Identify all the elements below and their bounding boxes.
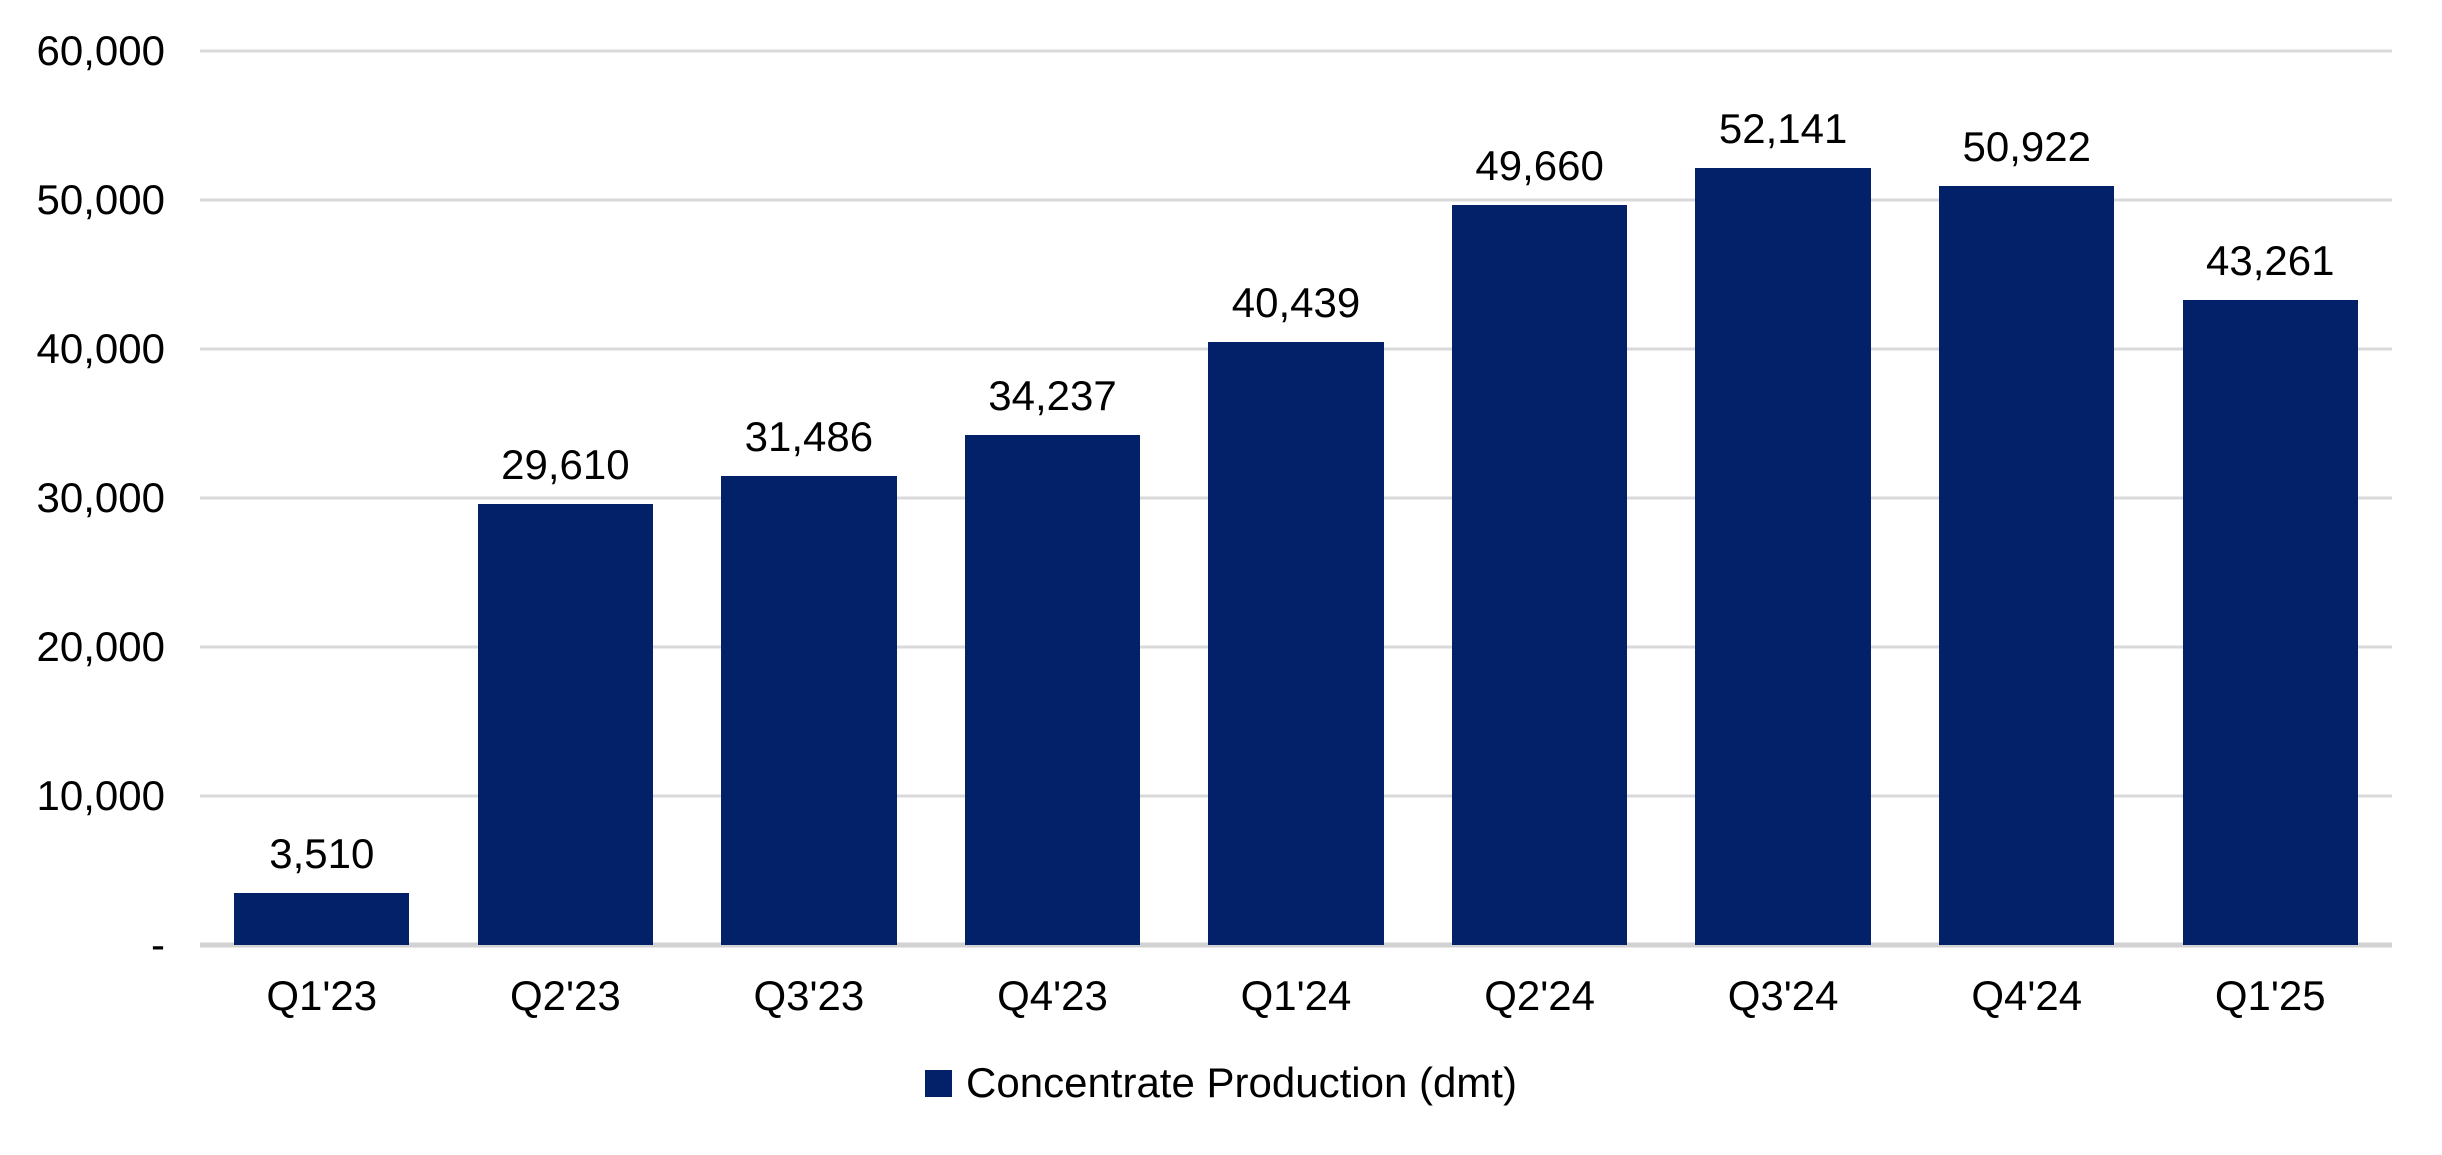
x-tick-label: Q1'23 [266,972,378,1019]
y-tick-label: - [151,921,165,968]
bar-value-label: 34,237 [988,371,1117,419]
bar [234,892,410,945]
bar-value-label: 43,261 [2206,237,2335,285]
x-axis: Q1'23 Q2'23 Q3'23 Q4'23 Q1'24 Q2'24 Q3'24 Q4'24… [200,975,2392,1017]
bar-value-label: 3,510 [269,829,375,877]
x-axis-baseline [200,942,2392,948]
x-tick-label: Q4'23 [997,972,1108,1019]
gridline [200,49,2392,53]
bar [2182,300,2358,945]
bar [1208,342,1384,945]
bar-slot: 29,610 [444,51,688,945]
legend-label: Concentrate Production (dmt) [966,1059,1517,1106]
y-tick-label: 60,000 [36,27,165,74]
y-tick-label: 30,000 [36,474,165,521]
legend-marker-square-icon [925,1069,953,1097]
x-tick-label: Q3'24 [1727,972,1839,1019]
bar-slot: 3,510 [200,51,444,945]
bar [721,475,897,945]
bar [1939,186,2115,945]
y-axis: - 10,000 20,000 30,000 40,000 50,000 60,000 [0,30,165,966]
x-tick-label: Q1'25 [2214,972,2326,1019]
bar-series: 3,510 29,610 31,486 34,237 40,439 49,660 52,14… [200,51,2392,945]
bar-value-label: 29,610 [501,440,630,488]
bar [964,434,1141,945]
y-tick-label: 10,000 [36,772,165,820]
bar [477,503,654,945]
x-tick-label: Q1'24 [1240,972,1352,1019]
bar-value-label: 31,486 [744,412,874,460]
gridline [200,198,2392,202]
bar [1695,168,1871,945]
bar-slot: 31,486 [687,51,931,945]
y-tick-label: 40,000 [36,325,165,373]
bar-slot: 40,439 [1174,51,1418,945]
bar-slot: 50,922 [1905,51,2149,945]
x-tick-label: Q2'24 [1484,972,1595,1019]
bar-value-label: 49,660 [1475,142,1604,190]
plot-area: 3,510 29,610 31,486 34,237 40,439 49,660 52,14… [200,49,2392,948]
x-tick-label: Q2'23 [509,972,621,1019]
legend: Concentrate Production (dmt) [0,1062,2442,1104]
bar-slot: 49,660 [1418,51,1662,945]
bar-slot: 34,237 [931,51,1175,945]
x-tick-label: Q4'24 [1971,972,2083,1019]
bar-slot: 52,141 [1661,51,1905,945]
bar-value-label: 52,141 [1718,105,1848,153]
y-tick-label: 20,000 [36,623,165,671]
bar-slot: 43,261 [2149,51,2393,945]
y-tick-label: 50,000 [36,176,165,223]
bar-value-label: 50,922 [1962,123,2091,171]
bar-value-label: 40,439 [1231,279,1361,327]
bar [1451,205,1628,945]
x-tick-label: Q3'23 [753,972,865,1019]
